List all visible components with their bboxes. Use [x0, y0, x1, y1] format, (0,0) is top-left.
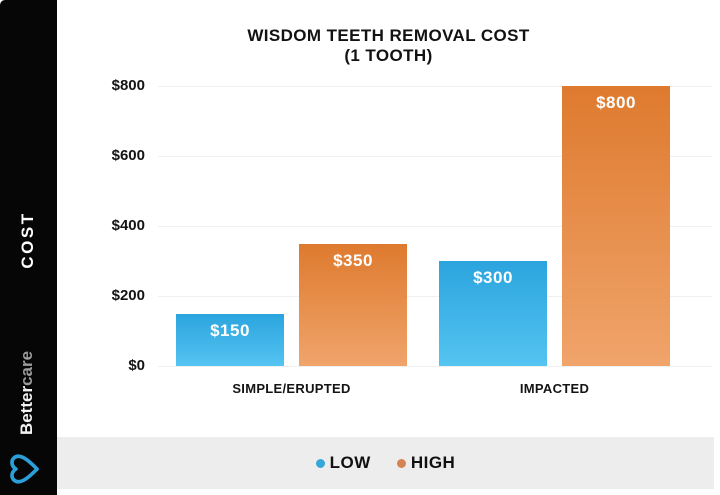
legend-label-low: LOW	[329, 453, 371, 472]
legend-item-high: HIGH	[396, 453, 456, 473]
bar-high-1: $800	[562, 86, 670, 366]
brand-wordmark: Bettercare	[17, 351, 37, 435]
brand-wordmark-light: care	[17, 350, 36, 386]
legend-item-low: LOW	[315, 453, 371, 473]
gridline-200	[158, 296, 712, 297]
legend-dot-low-icon	[315, 458, 325, 468]
bar-low-0: $150	[176, 313, 284, 366]
gridline-800	[158, 86, 712, 87]
bar-value-label-high-0: $350	[333, 250, 373, 270]
gridline-400	[158, 226, 712, 227]
chart-subtitle: (1 TOOTH)	[344, 46, 433, 65]
legend: LOW HIGH	[57, 437, 714, 489]
gridline-600	[158, 156, 712, 157]
brand-wordmark-bold: Better	[17, 385, 36, 436]
x-category-label-1: IMPACTED	[519, 381, 590, 396]
chart-title-block: WISDOM TEETH REMOVAL COST (1 TOOTH)	[57, 26, 720, 66]
y-tick-label-400: $400	[111, 217, 145, 234]
legend-dot-high-icon	[396, 458, 406, 468]
y-tick-label-200: $200	[111, 287, 145, 304]
bar-low-1: $300	[439, 261, 547, 366]
bar-value-label-low-0: $150	[210, 320, 250, 340]
gridline-0	[158, 366, 712, 367]
y-tick-label-0: $0	[128, 357, 145, 374]
bar-high-0: $350	[299, 243, 407, 366]
heart-logo-icon	[10, 454, 39, 484]
legend-label-high: HIGH	[410, 453, 456, 472]
y-tick-label-600: $600	[111, 147, 145, 164]
chart-title: WISDOM TEETH REMOVAL COST	[247, 26, 530, 45]
y-tick-label-800: $800	[111, 77, 145, 94]
bar-value-label-low-1: $300	[473, 268, 513, 287]
bar-value-label-high-1: $800	[596, 93, 636, 112]
sidebar: COST Bettercare	[0, 0, 57, 495]
x-category-label-0: SIMPLE/ERUPTED	[232, 381, 351, 396]
cost-label: COST	[18, 211, 37, 269]
